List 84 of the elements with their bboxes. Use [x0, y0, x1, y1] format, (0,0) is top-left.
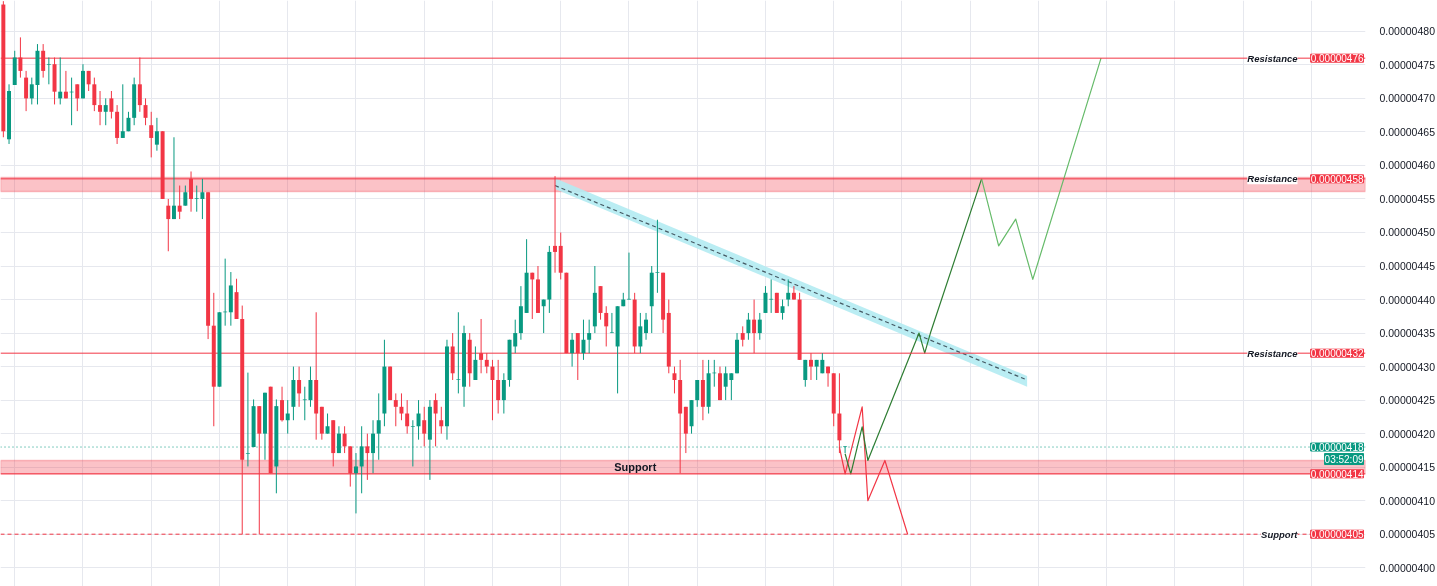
candlestick — [439, 406, 444, 435]
candlestick — [359, 425, 364, 494]
y-tick-label: 0.00000445 — [1379, 260, 1436, 273]
y-tick-label: 0.00000440 — [1379, 293, 1436, 306]
y-tick-label: 0.00000480 — [1379, 25, 1436, 38]
candlestick — [422, 406, 427, 447]
candlestick — [120, 83, 125, 139]
y-tick-label: 0.00000435 — [1379, 327, 1436, 340]
candlestick — [757, 312, 762, 341]
candlestick — [416, 399, 421, 441]
annotation: 0.00000432 — [1310, 348, 1364, 360]
y-tick-label: 0.00000455 — [1379, 192, 1436, 205]
candlestick — [644, 312, 649, 341]
candlestick — [405, 399, 410, 435]
candlestick — [763, 285, 768, 314]
candlestick — [501, 372, 506, 415]
candlestick — [609, 312, 614, 334]
annotation: 0.00000405 — [1310, 529, 1364, 541]
candlestick — [626, 252, 631, 301]
y-tick-label: 0.00000425 — [1379, 394, 1436, 407]
candlestick — [143, 97, 148, 126]
candlestick — [655, 219, 660, 294]
ref-line-label: Resistance — [1247, 52, 1299, 64]
candlestick — [433, 392, 438, 447]
y-tick-label: 0.00000420 — [1379, 427, 1436, 440]
y-tick-label: 0.00000470 — [1379, 92, 1436, 105]
ref-line-label: Resistance — [1247, 347, 1299, 359]
candlestick — [109, 90, 114, 119]
annotation: 0.00000414 — [1310, 468, 1364, 480]
candlestick — [587, 319, 592, 354]
candlestick — [24, 70, 29, 112]
line-series — [844, 178, 983, 475]
candlestick — [399, 392, 404, 421]
candlestick — [103, 97, 108, 126]
candlestick — [604, 305, 609, 347]
candlestick — [638, 312, 643, 354]
candlestick — [342, 425, 347, 454]
candlestick — [353, 452, 358, 514]
y-tick-label: 0.00000475 — [1379, 58, 1436, 71]
candlestick — [456, 311, 461, 394]
candlestick — [98, 90, 103, 126]
candlestick — [746, 312, 751, 341]
candlestick — [570, 332, 575, 368]
candlestick — [46, 56, 51, 85]
candlestick — [473, 345, 478, 381]
candlestick — [325, 413, 330, 435]
candlestick — [791, 285, 796, 301]
y-tick-label: 0.00000410 — [1379, 494, 1436, 507]
candlestick — [154, 117, 159, 152]
candlestick — [581, 319, 586, 361]
band-label: Support — [614, 461, 657, 474]
annotation: 03:52:09 — [1324, 453, 1364, 465]
candlestick — [149, 111, 154, 158]
candlestick — [75, 83, 80, 112]
candlestick — [183, 185, 188, 207]
y-tick-label: 0.00000400 — [1379, 561, 1436, 574]
candlestick — [672, 366, 677, 394]
candlestick — [780, 299, 785, 321]
y-tick-label: 0.00000415 — [1379, 461, 1436, 474]
candlestick — [280, 386, 285, 423]
y-tick-label: 0.00000430 — [1379, 360, 1436, 373]
line-series — [980, 57, 1102, 281]
y-tick-label: 0.00000460 — [1379, 159, 1436, 172]
y-tick-label: 0.00000405 — [1379, 528, 1436, 541]
candlestick — [92, 77, 97, 112]
candlestick — [297, 366, 302, 408]
y-tick-label: 0.00000450 — [1379, 226, 1436, 239]
y-tick-label: 0.00000465 — [1379, 125, 1436, 138]
ref-line-label: Resistance — [1247, 173, 1299, 185]
candlestick — [490, 359, 495, 421]
candlestick — [393, 392, 398, 427]
annotation: 0.00000458 — [1310, 173, 1364, 185]
annotation: 0.00000418 — [1310, 442, 1364, 454]
candlestick — [786, 278, 791, 307]
candlestick — [171, 136, 176, 220]
annotation: 0.00000476 — [1310, 53, 1364, 65]
ref-line-label: Support — [1261, 528, 1299, 540]
candlestick — [769, 278, 774, 314]
candlestick — [695, 379, 700, 408]
candlestick — [496, 359, 501, 415]
candlestick — [177, 185, 182, 220]
candlestick — [166, 198, 171, 252]
candlestick — [803, 359, 808, 388]
candlestick — [740, 325, 745, 347]
